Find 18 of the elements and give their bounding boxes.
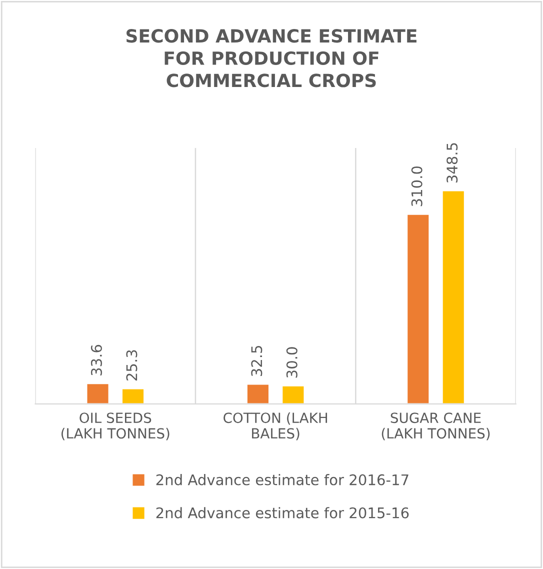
x-tick-label: COTTON (LAKH BALES) bbox=[224, 412, 328, 440]
data-label: 30.0 bbox=[286, 347, 298, 378]
chart-title: SECOND ADVANCE ESTIMATE FOR PRODUCTION OF COMMERCIAL CROPS bbox=[126, 29, 416, 88]
bar bbox=[281, 384, 306, 404]
data-label: 32.5 bbox=[251, 346, 262, 376]
data-label: 310.0 bbox=[411, 166, 422, 206]
data-label: 33.6 bbox=[90, 344, 102, 376]
bar bbox=[246, 383, 270, 404]
bar bbox=[86, 382, 110, 404]
x-tick-label: SUGAR CANE (LAKH TONNES) bbox=[382, 412, 490, 440]
x-tick-label: OIL SEEDS (LAKH TONNES) bbox=[62, 412, 170, 440]
data-label: 348.5 bbox=[446, 143, 458, 183]
bar bbox=[406, 213, 430, 404]
data-label: 25.3 bbox=[126, 350, 138, 380]
legend-label: 2nd Advance estimate for 2016-17 bbox=[156, 474, 408, 486]
bar bbox=[121, 388, 145, 404]
bar bbox=[441, 190, 466, 404]
legend-label: 2nd Advance estimate for 2015-16 bbox=[156, 507, 409, 518]
